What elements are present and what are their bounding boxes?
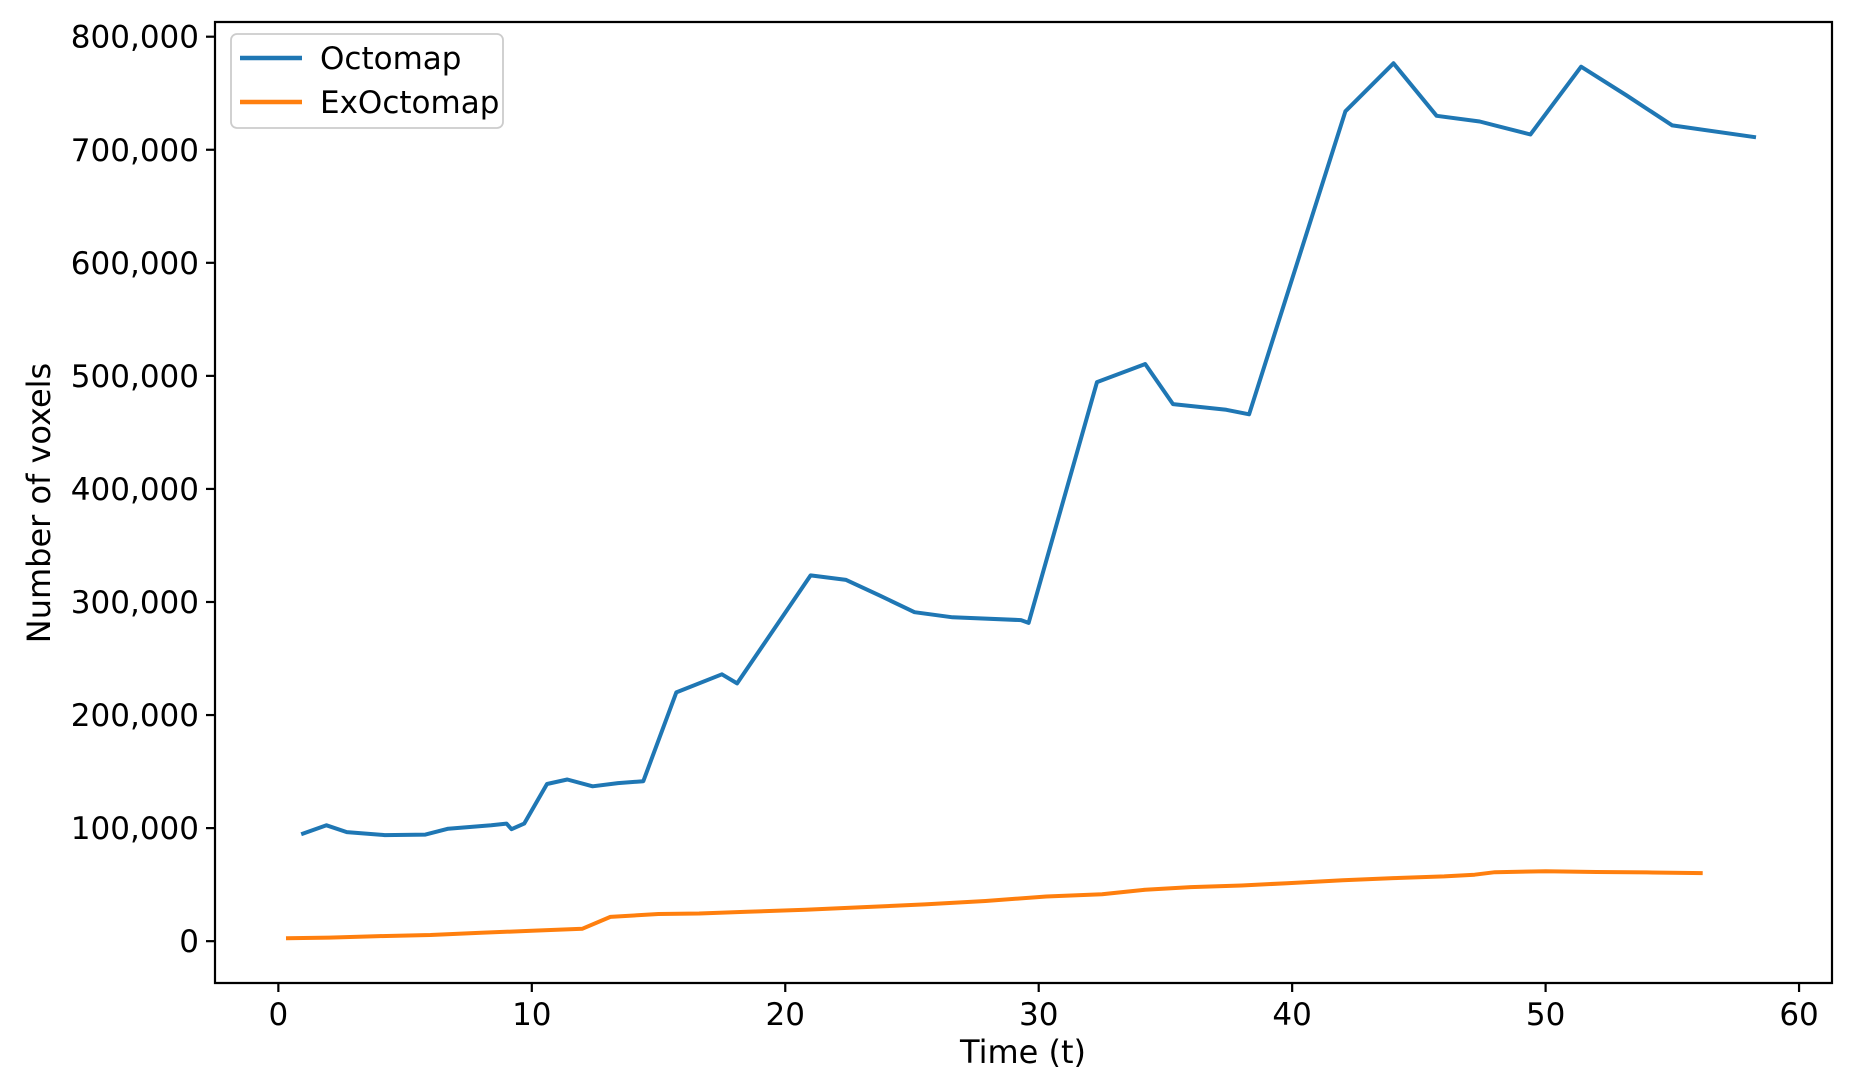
y-axis: 0 100,000 200,000 300,000 400,000 500,000 600,… bbox=[71, 20, 215, 960]
y-tick-label: 400,000 bbox=[71, 472, 199, 508]
exoctomap-line bbox=[285, 869, 1703, 941]
x-tick-label: 40 bbox=[1272, 997, 1311, 1033]
x-tick-label: 20 bbox=[766, 997, 805, 1033]
y-tick-label: 800,000 bbox=[71, 20, 199, 56]
x-tick-label: 60 bbox=[1779, 997, 1818, 1033]
y-tick-label: 100,000 bbox=[71, 811, 199, 847]
x-tick-label: 10 bbox=[512, 997, 551, 1033]
y-axis-label: Number of voxels bbox=[20, 363, 58, 643]
x-tick-label: 0 bbox=[268, 997, 288, 1033]
series-lines bbox=[285, 61, 1757, 941]
x-axis-label: Time (t) bbox=[959, 1033, 1086, 1071]
legend-label-octomap: Octomap bbox=[320, 41, 461, 77]
octomap-line bbox=[300, 61, 1757, 838]
y-tick-label: 0 bbox=[179, 924, 199, 960]
y-tick-label: 300,000 bbox=[71, 585, 199, 621]
x-tick-label: 30 bbox=[1019, 997, 1058, 1033]
legend-label-exoctomap: ExOctomap bbox=[320, 85, 499, 121]
plot-area bbox=[285, 61, 1757, 941]
legend: Octomap ExOctomap bbox=[230, 33, 504, 129]
x-axis: 0 10 20 30 40 50 60 bbox=[268, 983, 1819, 1033]
x-tick-label: 50 bbox=[1526, 997, 1565, 1033]
y-tick-label: 200,000 bbox=[71, 698, 199, 734]
plot-border bbox=[213, 20, 1834, 985]
y-tick-label: 500,000 bbox=[71, 359, 199, 395]
y-tick-label: 700,000 bbox=[71, 133, 199, 169]
y-tick-label: 600,000 bbox=[71, 246, 199, 282]
legend-entries: Octomap ExOctomap bbox=[240, 41, 499, 121]
